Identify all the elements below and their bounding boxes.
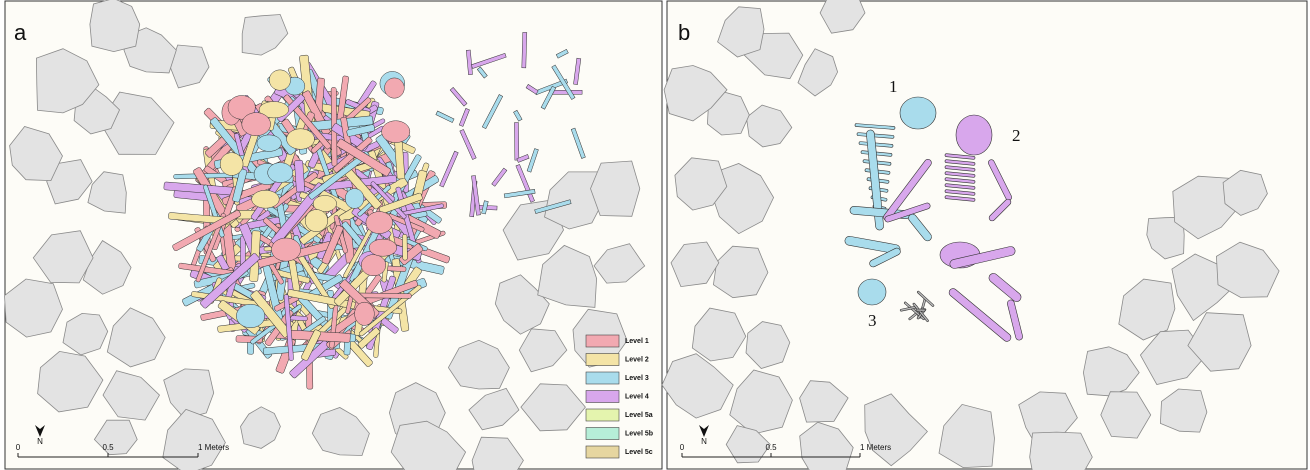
bone (402, 234, 407, 260)
legend-label: Level 5a (625, 412, 653, 419)
bone (382, 121, 410, 143)
legend-label: Level 3 (625, 375, 649, 382)
scale-label: 1 Meters (860, 443, 891, 452)
figure: a b 1 2 3 Level 1 Level 2 Level 3 Level 4 Le… (0, 0, 1310, 470)
bone (242, 113, 271, 136)
bone (257, 135, 281, 152)
legend-label: Level 1 (625, 338, 649, 345)
skull (900, 97, 936, 129)
scale-label: 0 (16, 443, 21, 452)
stone (90, 0, 140, 52)
bone (287, 129, 315, 150)
legend-swatch (586, 446, 619, 458)
legend-swatch (586, 372, 619, 384)
panel-label: a (14, 20, 27, 45)
bone (514, 123, 518, 161)
bone (305, 210, 328, 232)
stone (1030, 432, 1093, 470)
bone (220, 153, 243, 176)
legend-swatch (586, 354, 619, 366)
scale-label: 1 Meters (198, 443, 229, 452)
north-label: N (701, 437, 707, 446)
bone (269, 70, 290, 90)
north-label: N (37, 437, 43, 446)
bone (268, 163, 293, 183)
skull (956, 115, 992, 155)
bone (313, 195, 336, 211)
bone (236, 304, 265, 328)
bone (358, 293, 412, 298)
legend-swatch (586, 428, 619, 440)
skeleton-label: 2 (1012, 126, 1021, 145)
bone (252, 190, 280, 208)
bone (366, 212, 393, 234)
legend-label: Level 5c (625, 449, 653, 456)
bone (361, 255, 386, 276)
legend-label: Level 5b (625, 430, 653, 437)
bone (355, 302, 375, 325)
legend-label: Level 2 (625, 356, 649, 363)
skeleton-label: 1 (889, 77, 898, 96)
bone (916, 309, 925, 311)
skeleton-label: 3 (868, 311, 877, 330)
legend-swatch (586, 409, 619, 421)
bone (369, 239, 397, 256)
panel-label: b (678, 20, 690, 45)
scale-label: 0.5 (765, 443, 777, 452)
bone (522, 32, 527, 67)
scale-label: 0 (680, 443, 685, 452)
bone (345, 189, 364, 209)
bone (271, 238, 300, 261)
bone (384, 78, 404, 98)
legend-label: Level 4 (625, 393, 649, 400)
legend-swatch (586, 391, 619, 403)
legend-swatch (586, 335, 619, 347)
skull (858, 279, 886, 305)
scale-label: 0.5 (102, 443, 114, 452)
